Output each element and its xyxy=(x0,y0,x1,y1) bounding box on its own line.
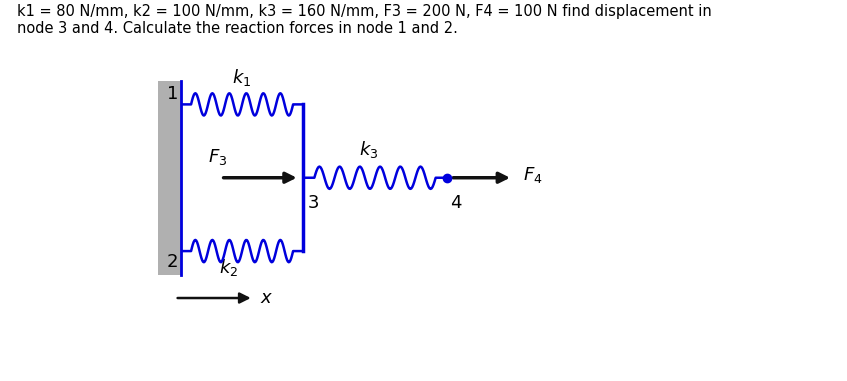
Text: $F_4$: $F_4$ xyxy=(523,165,542,185)
Bar xyxy=(158,81,181,275)
Text: 2: 2 xyxy=(167,253,178,271)
Text: $k_2$: $k_2$ xyxy=(219,257,239,278)
Text: 4: 4 xyxy=(451,194,462,212)
Text: k1 = 80 N/mm, k2 = 100 N/mm, k3 = 160 N/mm, F3 = 200 N, F4 = 100 N find displace: k1 = 80 N/mm, k2 = 100 N/mm, k3 = 160 N/… xyxy=(17,4,711,36)
Text: $F_3$: $F_3$ xyxy=(208,147,227,168)
Text: $k_1$: $k_1$ xyxy=(232,67,252,88)
Text: 3: 3 xyxy=(308,194,319,212)
Text: $x$: $x$ xyxy=(260,289,274,307)
Text: 1: 1 xyxy=(167,85,178,103)
Text: $k_3$: $k_3$ xyxy=(359,139,378,160)
